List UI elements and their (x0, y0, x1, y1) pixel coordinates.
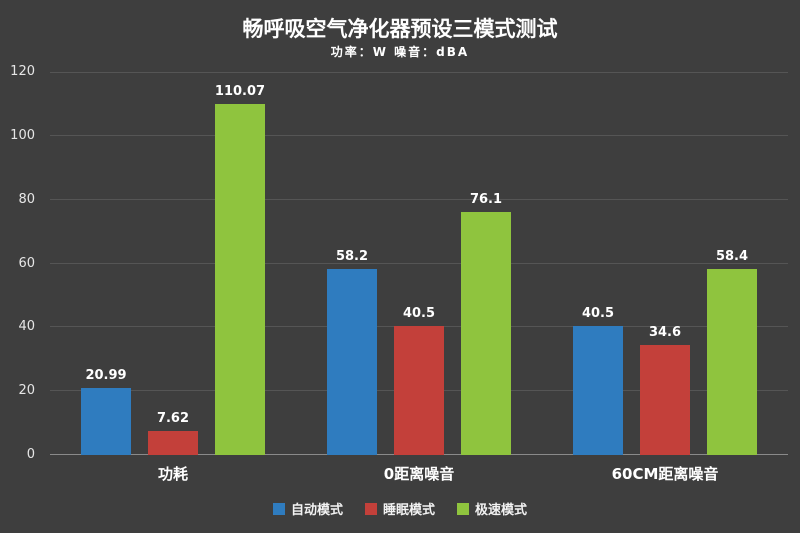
y-axis-tick-label: 100 (10, 127, 35, 143)
legend-swatch-icon (272, 502, 285, 515)
bar-value-label: 20.99 (85, 368, 127, 383)
bar-value-label: 34.6 (648, 324, 682, 340)
legend-swatch-icon (457, 502, 469, 515)
bar-groups: 20.99 7.62 110.07 58.2 40.5 76.1 40.5 34.6 58.4 (50, 72, 788, 455)
bar-睡眠模式 (394, 325, 444, 455)
y-axis-tick-label: 80 (18, 191, 35, 207)
bar-group-2: 58.2 40.5 76.1 (296, 72, 542, 455)
bar-极速模式 (461, 212, 511, 455)
chart-subtitle: 功率：W 噪音：dBA (330, 45, 470, 59)
bar-value-label: 76.1 (469, 192, 503, 208)
bar-value-label: 7.62 (156, 410, 190, 426)
legend-swatch-icon (364, 502, 377, 515)
legend-label: 极速模式 (475, 503, 528, 518)
gridline (50, 72, 788, 73)
legend-label: 睡眠模式 (382, 503, 435, 518)
bar-wrap: 76.1 (461, 72, 511, 455)
y-axis: 0 20 40 60 80 100 120 (0, 64, 42, 462)
bar-group-3: 40.5 34.6 58.4 (542, 72, 788, 455)
legend-item: 极速模式 (457, 499, 527, 518)
bar-睡眠模式 (640, 344, 690, 455)
bar-value-label: 40.5 (581, 305, 615, 321)
bar-wrap: 58.2 (327, 72, 377, 455)
legend-item: 自动模式 (272, 499, 343, 518)
bar-group-1: 20.99 7.62 110.07 (50, 72, 296, 455)
bar-wrap: 20.99 (81, 72, 131, 455)
legend: 自动模式 睡眠模式 极速模式 (0, 499, 800, 518)
gridline (50, 262, 788, 264)
legend-item: 睡眠模式 (364, 499, 435, 518)
y-axis-tick-label: 60 (18, 255, 35, 271)
bar-自动模式 (573, 325, 623, 455)
legend-label: 自动模式 (290, 503, 343, 518)
y-axis-tick-label: 20 (18, 383, 35, 399)
y-axis-tick-label: 0 (26, 447, 35, 462)
bar-value-label: 40.5 (402, 305, 436, 321)
bar-value-label: 58.2 (335, 249, 369, 265)
bar-自动模式 (327, 269, 377, 455)
bar-wrap: 7.62 (148, 72, 198, 455)
y-axis-tick-label: 120 (10, 64, 35, 79)
bar-极速模式 (707, 268, 757, 455)
x-category-label: 60CM距离噪音 (611, 465, 719, 483)
bar-wrap: 40.5 (573, 72, 623, 455)
bar-睡眠模式 (148, 430, 198, 455)
bar-value-label: 110.07 (214, 83, 266, 99)
gridline (50, 198, 788, 200)
x-category-label: 功耗 (157, 465, 188, 483)
bar-wrap: 34.6 (640, 72, 690, 455)
bar-wrap: 40.5 (394, 72, 444, 455)
bar-极速模式 (215, 103, 265, 455)
chart-title: 畅呼吸空气净化器预设三模式测试 (242, 17, 558, 41)
x-axis-labels: 功耗 0距离噪音 60CM距离噪音 (50, 463, 788, 484)
bar-wrap: 58.4 (707, 72, 757, 455)
y-axis-tick-label: 40 (18, 319, 35, 335)
bar-自动模式 (81, 388, 131, 455)
plot-area: 20.99 7.62 110.07 58.2 40.5 76.1 40.5 34.6 58.4 (50, 72, 788, 455)
bar-value-label: 58.4 (715, 248, 749, 264)
bar-wrap: 110.07 (215, 72, 265, 455)
x-category-label: 0距离噪音 (383, 465, 455, 483)
gridline (50, 134, 788, 136)
